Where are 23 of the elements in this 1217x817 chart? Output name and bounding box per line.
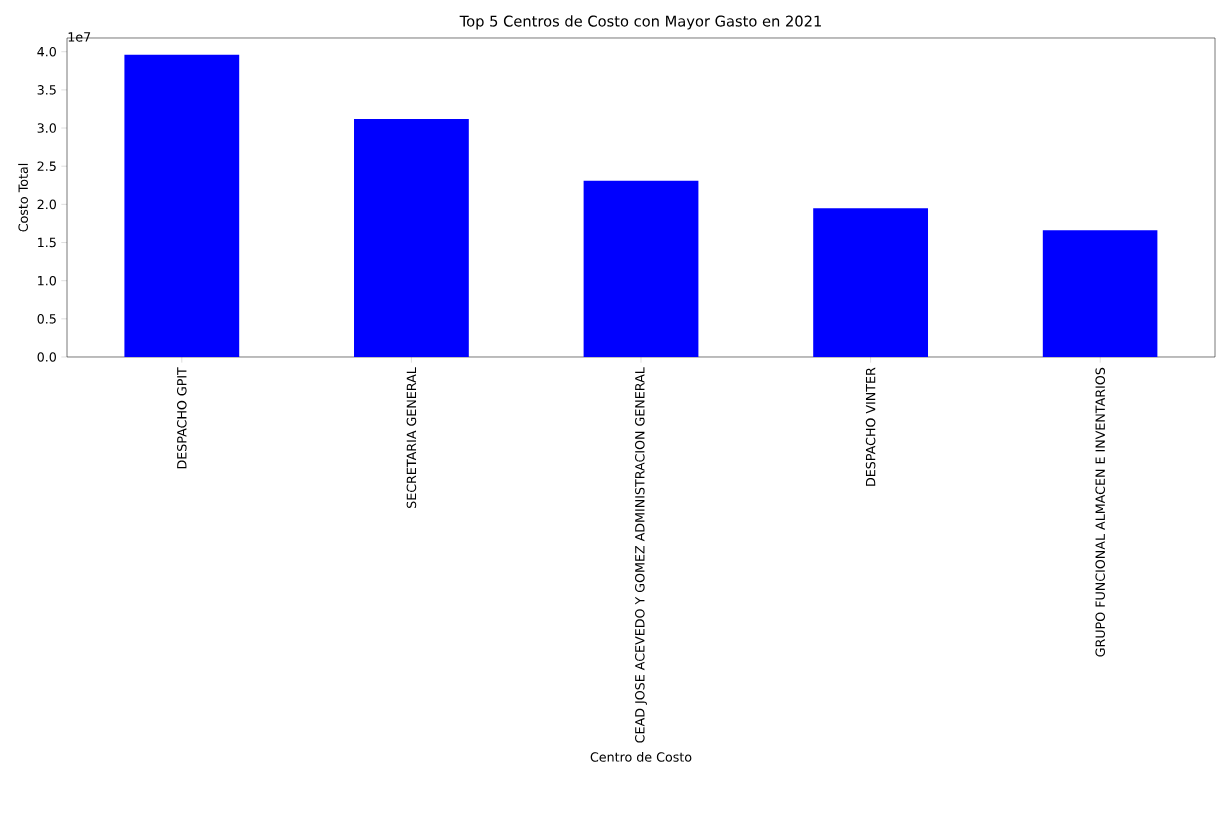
y-tick-label: 2.0 <box>37 199 56 210</box>
x-axis-title: Centro de Costo <box>590 752 692 762</box>
bar <box>813 208 929 357</box>
x-tick-label: GRUPO FUNCIONAL ALMACEN E INVENTARIOS <box>1095 367 1105 657</box>
annotation: 1e7 <box>68 32 91 42</box>
y-tick-label: 1.0 <box>38 275 56 286</box>
y-tick-label: 4.0 <box>37 46 56 57</box>
x-tick-label: SECRETARIA GENERAL <box>406 367 417 508</box>
y-tick-label: 3.0 <box>37 123 56 133</box>
y-tick-label: 1.5 <box>38 237 56 248</box>
x-tick-label: DESPACHO VINTER <box>865 367 876 486</box>
chart-title: Top 5 Centros de Costo con Mayor Gasto en 2021 <box>459 15 821 30</box>
bar <box>124 54 240 357</box>
bar <box>583 180 699 357</box>
x-tick-label: CEAD JOSE ACEVEDO Y GOMEZ ADMINISTRACION GENERAL <box>635 367 647 743</box>
y-tick-label: 0.0 <box>37 352 56 362</box>
y-axis-title: Costo Total <box>18 163 28 232</box>
bar <box>354 118 469 357</box>
bar <box>1042 230 1158 357</box>
y-tick-label: 3.5 <box>37 85 56 95</box>
y-tick-label: 2.5 <box>37 161 56 171</box>
x-tick-label: DESPACHO GPIT <box>177 367 187 469</box>
y-tick-label: 0.5 <box>37 314 56 324</box>
